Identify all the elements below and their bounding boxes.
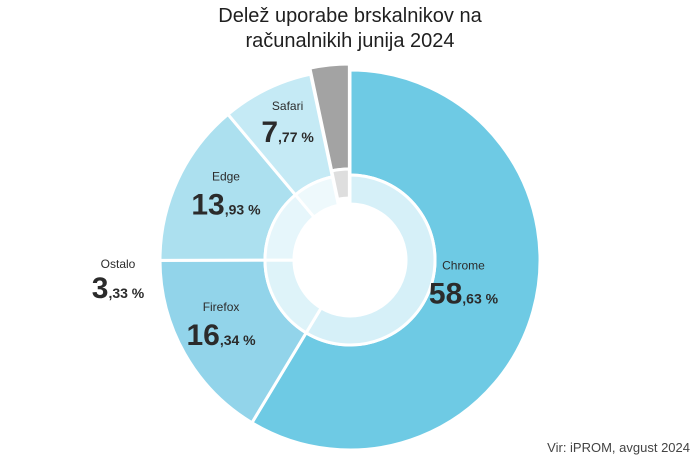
chart-title-line-1: Delež uporabe brskalnikov na	[218, 5, 482, 27]
slice-label-safari: Safari	[272, 99, 303, 113]
chart-title: Delež uporabe brskalnikov na računalniki…	[0, 4, 700, 54]
slice-value-chrome: 58,63 %	[429, 278, 499, 311]
slice-chrome	[249, 68, 542, 452]
slice-inner-ostalo	[329, 167, 351, 202]
slice-firefox	[158, 258, 324, 425]
slice-value-edge: 13,93 %	[191, 188, 261, 221]
donut-hole	[295, 205, 405, 315]
slice-value-firefox: 16,34 %	[186, 319, 256, 352]
slice-label-chrome: Chrome	[442, 259, 485, 273]
slice-label-edge: Edge	[212, 169, 240, 183]
chart-source: Vir: iPROM, avgust 2024	[547, 440, 690, 455]
slice-label-ostalo: Ostalo	[101, 257, 136, 271]
slice-value-ostalo: 3,33 %	[92, 272, 145, 305]
slice-inner-chrome	[304, 173, 437, 347]
slice-value-safari: 7,77 %	[261, 116, 314, 149]
slice-label-firefox: Firefox	[203, 300, 240, 314]
chart-title-line-2: računalnikih junija 2024	[245, 30, 455, 52]
slice-ostalo	[308, 62, 351, 202]
